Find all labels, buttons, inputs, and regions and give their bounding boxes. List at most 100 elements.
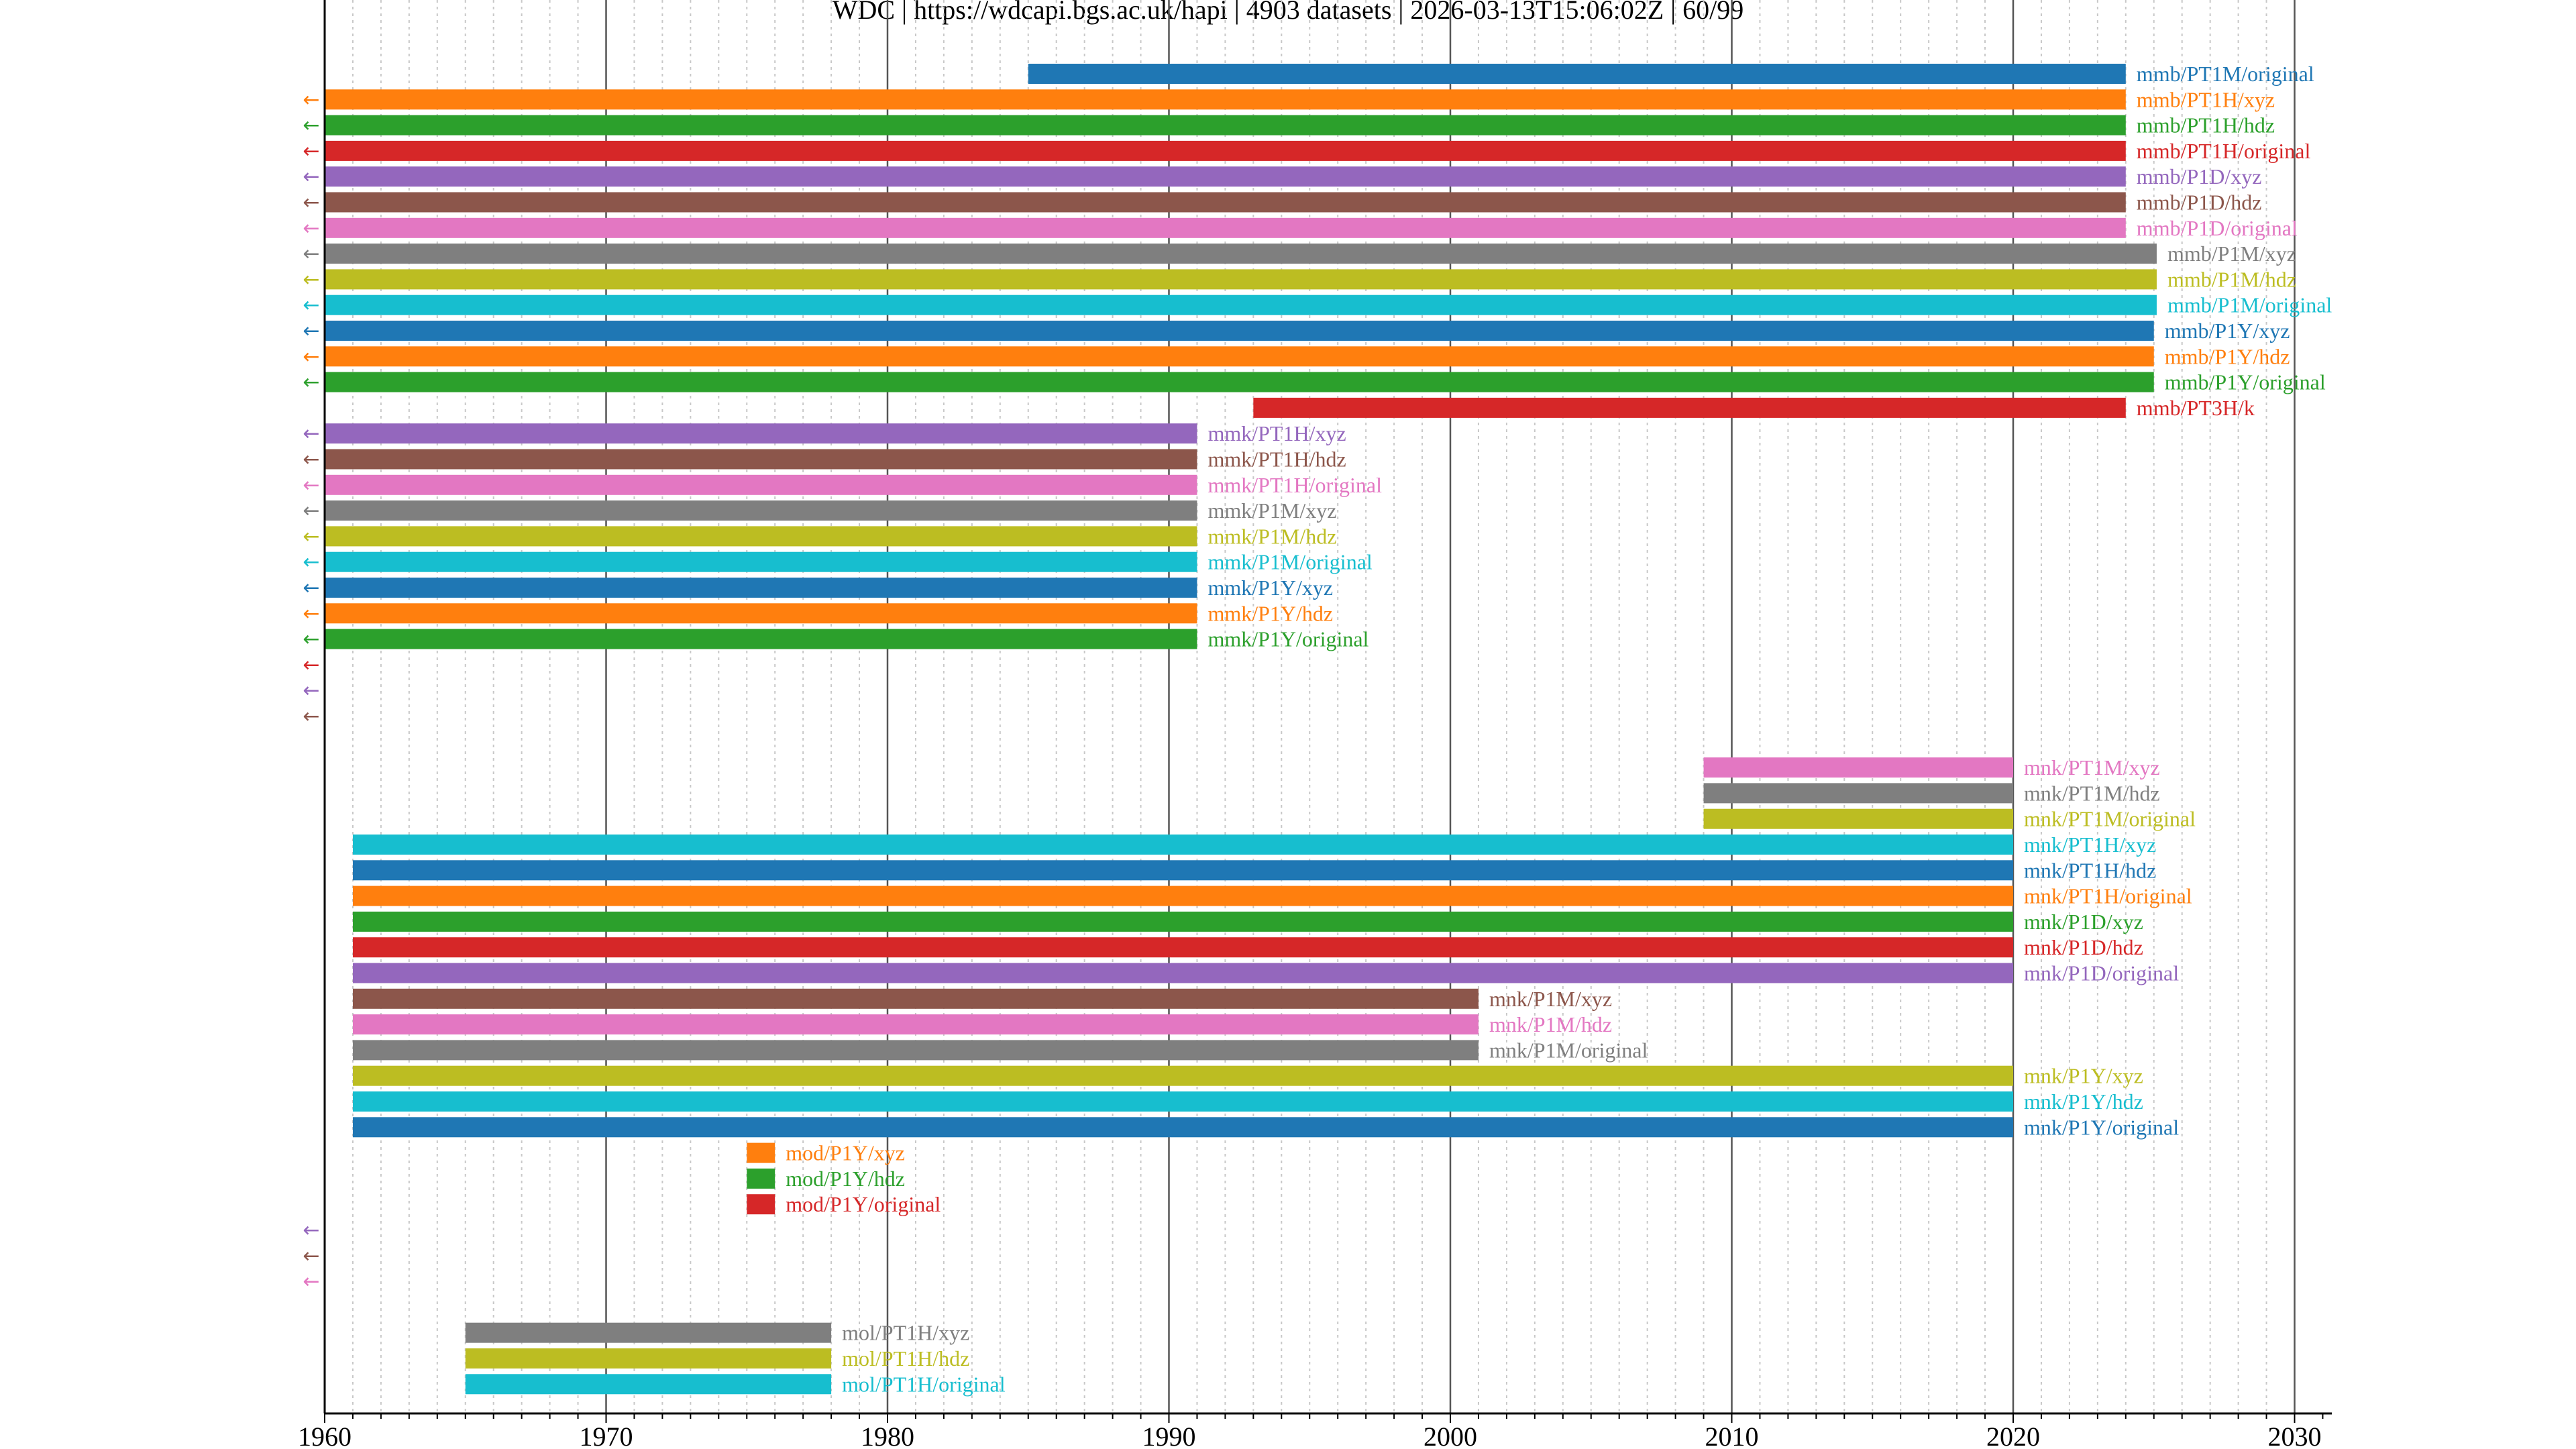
dataset-label: mnk/PT1M/original <box>2024 807 2196 831</box>
left-arrow-icon: ← <box>303 705 319 729</box>
dataset-label: mmk/PT1H/xyz <box>1208 421 1346 445</box>
dataset-bar <box>747 1194 775 1215</box>
dataset-label: mnk/PT1H/hdz <box>2024 858 2156 882</box>
dataset-label: mmk/P1M/original <box>1208 550 1372 574</box>
left-arrow-icon: ← <box>303 653 319 677</box>
dataset-label: mnk/P1D/xyz <box>2024 910 2143 934</box>
left-arrow-icon: ← <box>303 371 319 394</box>
left-arrow-icon: ← <box>303 628 319 651</box>
dataset-bar <box>352 885 2014 906</box>
x-tick-label: 2020 <box>1986 1421 2040 1449</box>
dataset-bar <box>325 140 2126 161</box>
dataset-label: mod/P1Y/xyz <box>786 1141 905 1165</box>
dataset-bar <box>325 551 1197 572</box>
left-arrow-icon: ← <box>303 422 319 445</box>
left-arrow-icon: ← <box>303 602 319 625</box>
dataset-bar <box>747 1168 775 1189</box>
dataset-bar <box>352 835 2014 855</box>
x-tick-label: 1960 <box>298 1421 352 1449</box>
left-arrow-icon: ← <box>303 525 319 548</box>
dataset-label: mmk/P1Y/original <box>1208 627 1368 651</box>
dataset-bar <box>465 1374 832 1395</box>
dataset-label: mmk/PT1H/hdz <box>1208 447 1346 472</box>
dataset-bar <box>325 449 1197 470</box>
left-arrow-icon: ← <box>303 448 319 472</box>
left-arrow-icon: ← <box>303 679 319 702</box>
left-arrow-icon: ← <box>303 1244 319 1268</box>
dataset-bar <box>1028 64 2126 84</box>
dataset-bar <box>325 474 1197 495</box>
dataset-label: mmb/P1Y/xyz <box>2165 319 2290 343</box>
dataset-bar <box>352 988 1479 1009</box>
dataset-bar <box>352 1014 1479 1035</box>
dataset-label: mnk/P1M/original <box>1489 1038 1648 1062</box>
dataset-label: mmb/P1D/xyz <box>2137 164 2262 189</box>
dataset-label: mmb/PT1H/original <box>2137 139 2311 163</box>
dataset-bar <box>352 1091 2014 1112</box>
dataset-label: mnk/PT1M/hdz <box>2024 781 2160 805</box>
dataset-bar <box>325 115 2126 136</box>
dataset-bar <box>352 963 2014 983</box>
dataset-label: mnk/PT1H/original <box>2024 884 2192 908</box>
dataset-label: mnk/P1Y/hdz <box>2024 1089 2143 1114</box>
dataset-label: mod/P1Y/original <box>786 1192 941 1216</box>
dataset-label: mmk/P1Y/xyz <box>1208 576 1333 600</box>
dataset-bar <box>325 578 1197 598</box>
dataset-label: mmb/PT1H/xyz <box>2137 87 2275 111</box>
left-arrow-icon: ← <box>303 242 319 266</box>
dataset-label: mmk/PT1H/original <box>1208 473 1382 497</box>
dataset-bar <box>325 500 1197 521</box>
left-arrow-icon: ← <box>303 1219 319 1242</box>
dataset-bar <box>325 89 2126 110</box>
x-tick-label: 2010 <box>1705 1421 1759 1449</box>
x-tick-label: 1970 <box>580 1421 633 1449</box>
left-arrow-icon: ← <box>303 114 319 138</box>
dataset-label: mnk/P1D/hdz <box>2024 935 2143 959</box>
dataset-label: mmk/P1M/hdz <box>1208 524 1336 548</box>
dataset-label: mol/PT1H/original <box>842 1372 1006 1396</box>
dataset-bar <box>465 1322 832 1343</box>
dataset-bar <box>325 269 2157 290</box>
dataset-bar <box>325 423 1197 444</box>
dataset-label: mmb/PT1M/original <box>2137 62 2314 86</box>
dataset-bar <box>325 166 2126 187</box>
dataset-label: mnk/P1Y/original <box>2024 1115 2179 1139</box>
dataset-bar <box>325 294 2157 315</box>
left-arrow-icon: ← <box>303 88 319 111</box>
dataset-label: mnk/P1M/xyz <box>1489 987 1612 1011</box>
dataset-label: mmb/PT1H/hdz <box>2137 113 2275 138</box>
left-arrow-icon: ← <box>303 294 319 317</box>
x-axis: 1960 1970 1980 1990 2000 2010 2020 2030 <box>298 0 2332 1449</box>
dataset-bar <box>325 321 2154 341</box>
dataset-bar <box>325 244 2157 264</box>
dataset-label: mmb/P1Y/original <box>2165 370 2326 394</box>
dataset-bar <box>325 372 2154 392</box>
x-tick-label: 2000 <box>1424 1421 1477 1449</box>
dataset-label: mmk/P1Y/hdz <box>1208 601 1333 625</box>
dataset-label: mmb/P1M/hdz <box>2167 267 2296 291</box>
left-arrow-icon: ← <box>303 345 319 368</box>
dataset-bar <box>352 1065 2014 1086</box>
chart-title: WDC | https://wdcapi.bgs.ac.uk/hapi | 49… <box>833 0 1744 25</box>
dataset-bar <box>352 1117 2014 1138</box>
dataset-bar <box>325 346 2154 367</box>
dataset-label: mmb/P1D/original <box>2137 216 2298 240</box>
left-arrow-icon: ← <box>303 499 319 523</box>
dataset-bars: mmb/PT1M/original ← mmb/PT1H/xyz ← mmb/PT1H/… <box>303 62 2332 1396</box>
dataset-label: mmb/P1M/original <box>2167 293 2332 317</box>
dataset-bar <box>1703 808 2013 829</box>
left-arrow-icon: ← <box>303 191 319 215</box>
dataset-bar <box>352 1040 1479 1061</box>
dataset-label: mmb/P1D/hdz <box>2137 191 2262 215</box>
dataset-bar <box>325 217 2126 238</box>
dataset-label: mol/PT1H/hdz <box>842 1346 969 1371</box>
dataset-bar <box>325 603 1197 624</box>
dataset-label: mnk/P1M/hdz <box>1489 1012 1612 1036</box>
dataset-label: mnk/PT1M/xyz <box>2024 755 2160 780</box>
left-arrow-icon: ← <box>303 576 319 600</box>
dataset-bar <box>465 1348 832 1368</box>
left-arrow-icon: ← <box>303 140 319 163</box>
x-tick-label: 1980 <box>861 1421 914 1449</box>
dataset-label: mol/PT1H/xyz <box>842 1321 969 1345</box>
